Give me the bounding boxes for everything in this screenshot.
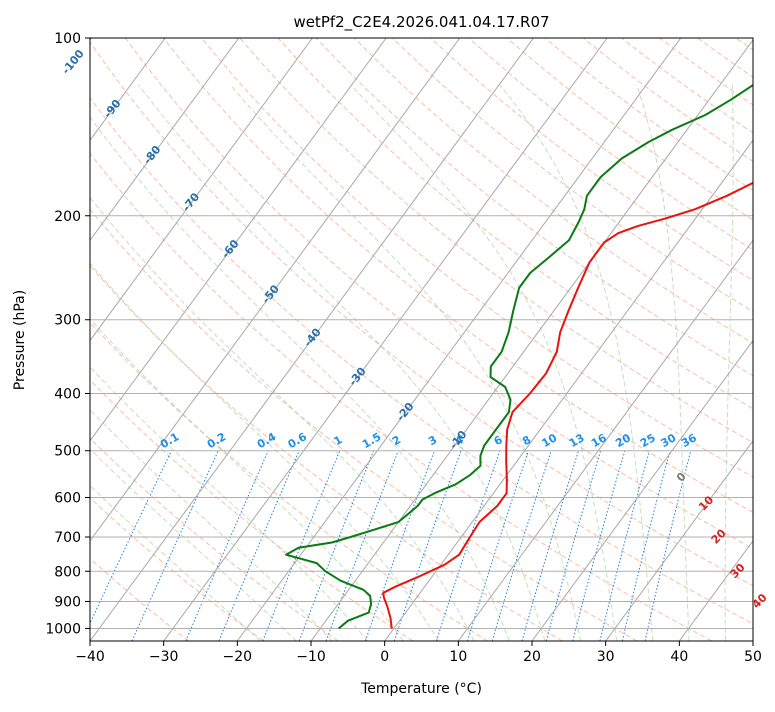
x-tick-label: 40 (670, 649, 688, 665)
y-tick-label: 400 (54, 387, 81, 403)
y-tick-label: 800 (54, 564, 81, 580)
y-axis-label: Pressure (hPa) (12, 290, 28, 390)
y-tick-label: 600 (54, 490, 81, 506)
x-tick-label: −40 (75, 649, 105, 665)
x-tick-label: 20 (523, 649, 541, 665)
chart-title: wetPf2_C2E4.2026.041.04.17.R07 (293, 13, 549, 32)
x-tick-label: −20 (223, 649, 253, 665)
y-tick-label: 500 (54, 444, 81, 460)
x-tick-label: 0 (380, 649, 389, 665)
y-tick-label: 700 (54, 530, 81, 546)
y-tick-label: 900 (54, 594, 81, 610)
x-tick-label: 10 (449, 649, 467, 665)
x-axis-label: Temperature (°C) (360, 681, 482, 697)
x-tick-label: −10 (296, 649, 326, 665)
y-tick-label: 300 (54, 313, 81, 329)
x-tick-label: 50 (744, 649, 762, 665)
y-tick-label: 200 (54, 209, 81, 225)
x-tick-label: 30 (597, 649, 615, 665)
x-tick-label: −30 (149, 649, 179, 665)
y-tick-label: 1000 (45, 621, 81, 637)
y-tick-label: 100 (54, 31, 81, 47)
